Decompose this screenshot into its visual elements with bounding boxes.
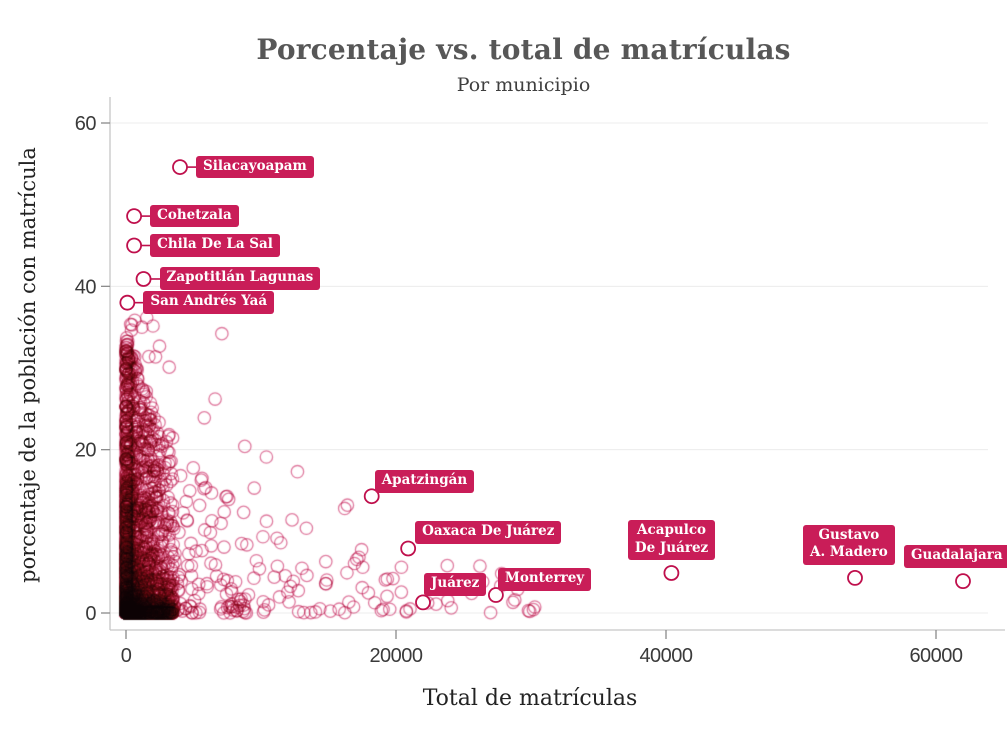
labeled-scatter-point — [400, 540, 417, 557]
point-label: Monterrey — [497, 568, 592, 591]
point-label: Gustavo A. Madero — [803, 524, 895, 565]
point-label: Chila De La Sal — [150, 234, 280, 257]
labeled-scatter-point — [955, 573, 971, 590]
point-label: Cohetzala — [150, 204, 239, 228]
point-label: Apatzingán — [374, 470, 475, 493]
point-label: Oaxaca De Juárez — [415, 521, 562, 545]
labeled-scatter-point — [363, 488, 380, 505]
labeled-scatter-point — [135, 271, 152, 287]
labeled-scatter-point — [847, 569, 863, 586]
labeled-scatter-point — [172, 159, 188, 176]
labeled-scatter-point — [126, 237, 143, 254]
y-axis-label: porcentaje de la población con matrícula — [16, 147, 40, 583]
point-label: Zapotitlán Lagunas — [159, 267, 321, 291]
point-label: Acapulco De Juárez — [627, 519, 716, 561]
labeled-scatter-point — [415, 594, 431, 611]
point-label: Silacayoapam — [196, 155, 314, 179]
labeled-scatter-point — [126, 208, 143, 225]
labeled-scatter-point — [487, 587, 504, 603]
point-label: Guadalajara — [904, 545, 1007, 568]
x-axis-label: Total de matrículas — [422, 686, 638, 711]
labeled-scatter-point — [663, 565, 680, 581]
labeled-scatter-point — [119, 294, 136, 311]
point-label: San Andrés Yaá — [143, 291, 275, 314]
point-label: Juárez — [424, 573, 487, 596]
